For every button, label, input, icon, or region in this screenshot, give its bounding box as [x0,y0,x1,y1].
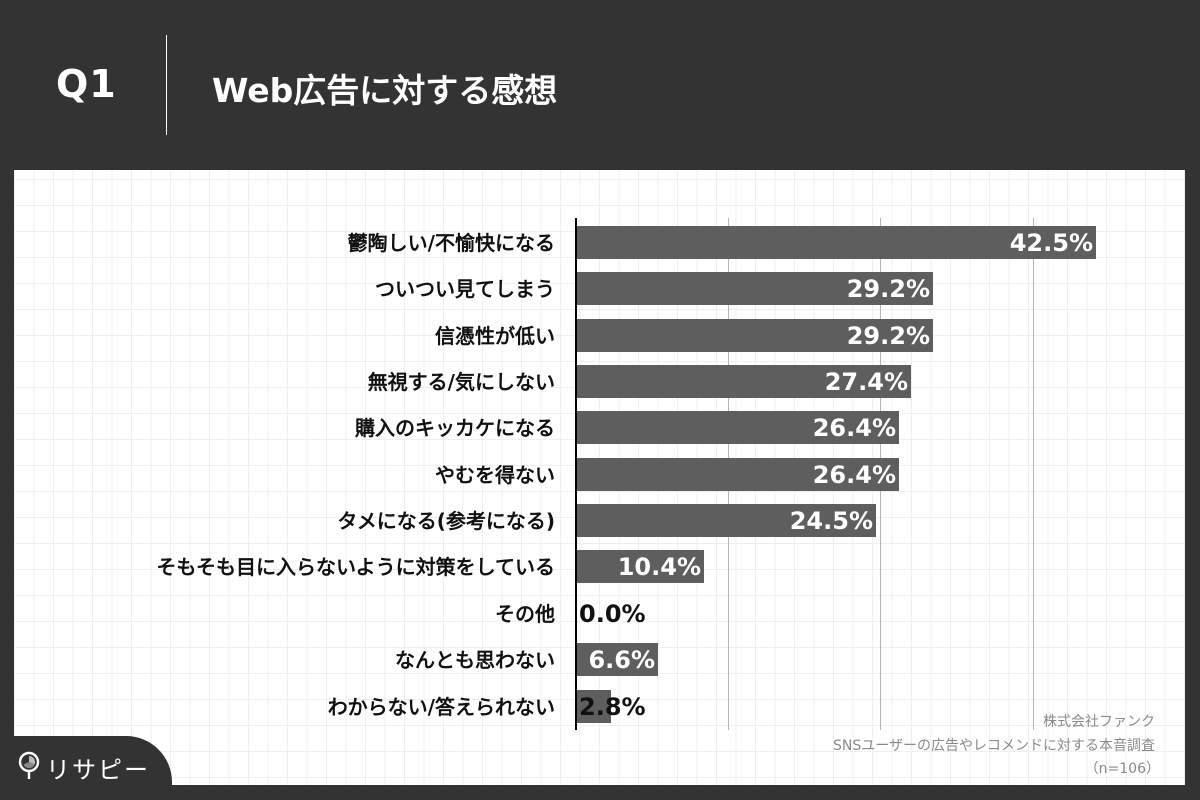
chart-row: その他 0.0% [0,597,1200,631]
category-label: そもそも目に入らないように対策をしている [156,555,555,579]
footnote-survey: SNSユーザーの広告やレコメンドに対する本音調査 [833,738,1155,754]
gridline [1033,218,1034,730]
question-number: Q1 [56,62,117,106]
header-divider [166,35,167,135]
chart-row: 鬱陶しい/不愉快になる 42.5% [0,226,1200,260]
value-label: 0.0% [579,600,646,628]
category-label: 鬱陶しい/不愉快になる [347,231,555,255]
value-label: 6.6% [588,646,655,674]
category-label: タメになる(参考になる) [337,509,555,533]
category-label: やむを得ない [435,463,555,487]
chart-row: 信憑性が低い 29.2% [0,319,1200,353]
value-label: 26.4% [812,461,896,489]
bar [577,272,933,305]
bar [577,365,911,398]
bar [577,690,611,723]
category-label: 無視する/気にしない [367,370,555,394]
pin-pie-icon [18,751,40,785]
chart-row: わからない/答えられない 2.8% [0,690,1200,724]
header: Q1 Web広告に対する感想 [0,0,1200,170]
category-label: ついつい見てしまう [375,277,555,301]
logo-text: リサピー [46,756,150,784]
value-label: 27.4% [824,368,908,396]
category-label: その他 [495,602,555,626]
category-label: わからない/答えられない [327,695,555,719]
chart-row: そもそも目に入らないように対策をしている 10.4% [0,550,1200,584]
value-label: 24.5% [789,507,873,535]
value-label: 42.5% [1009,229,1093,257]
bar [577,643,658,676]
chart-row: なんとも思わない 6.6% [0,643,1200,677]
chart-row: 購入のキッカケになる 26.4% [0,411,1200,445]
bar [577,458,899,491]
value-label: 2.8% [579,693,646,721]
value-label: 29.2% [846,322,930,350]
bar [577,550,704,583]
logo-tab [0,736,172,800]
bar [577,411,899,444]
bar [577,319,933,352]
value-label: 26.4% [812,414,896,442]
footnote-sample-size: （n=106） [1084,761,1160,777]
chart-row: やむを得ない 26.4% [0,458,1200,492]
chart-row: ついつい見てしまう 29.2% [0,272,1200,306]
page-title: Web広告に対する感想 [212,71,558,110]
y-axis [575,218,577,730]
value-label: 10.4% [617,553,701,581]
chart-row: タメになる(参考になる) 24.5% [0,504,1200,538]
category-label: なんとも思わない [395,648,555,672]
bar [577,504,876,537]
footnote-company: 株式会社ファンク [1043,714,1155,730]
category-label: 信憑性が低い [435,324,555,348]
bar [577,226,1096,259]
category-label: 購入のキッカケになる [355,416,555,440]
value-label: 29.2% [846,275,930,303]
chart-row: 無視する/気にしない 27.4% [0,365,1200,399]
brand-logo: リサピー [18,750,150,785]
